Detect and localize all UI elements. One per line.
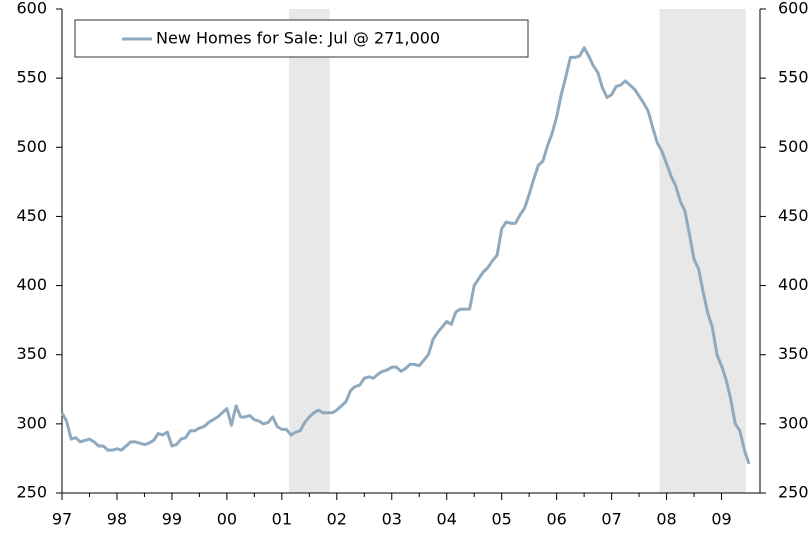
series-line	[60, 46, 751, 465]
x-tick-label: 98	[107, 510, 127, 529]
x-tick-label: 06	[546, 510, 566, 529]
x-tick-label: 09	[711, 510, 731, 529]
y2-tick-label: 300	[778, 413, 809, 432]
y-tick-label: 550	[16, 68, 47, 87]
recession-band	[288, 9, 330, 493]
x-tick-label: 04	[437, 510, 457, 529]
y2-tick-label: 350	[778, 344, 809, 363]
y2-tick-label: 550	[778, 68, 809, 87]
y-tick-label: 400	[16, 275, 47, 294]
y-tick-label: 500	[16, 137, 47, 156]
y-tick-label: 250	[16, 483, 47, 502]
y-tick-label: 600	[16, 0, 47, 18]
recession-band	[659, 9, 746, 493]
y2-tick-label: 450	[778, 206, 809, 225]
y-tick-label: 350	[16, 344, 47, 363]
x-tick-label: 01	[272, 510, 292, 529]
x-tick-label: 07	[601, 510, 621, 529]
y2-tick-label: 400	[778, 275, 809, 294]
x-tick-label: 05	[492, 510, 512, 529]
y-tick-label: 450	[16, 206, 47, 225]
y2-tick-label: 600	[778, 0, 809, 18]
x-tick-label: 08	[656, 510, 676, 529]
y-tick-label: 300	[16, 413, 47, 432]
x-tick-label: 02	[327, 510, 347, 529]
x-tick-label: 03	[382, 510, 402, 529]
y2-tick-label: 250	[778, 483, 809, 502]
y2-tick-label: 500	[778, 137, 809, 156]
x-tick-label: 97	[52, 510, 72, 529]
x-tick-label: 99	[162, 510, 182, 529]
legend-label: New Homes for Sale: Jul @ 271,000	[156, 29, 440, 48]
x-tick-label: 00	[217, 510, 237, 529]
